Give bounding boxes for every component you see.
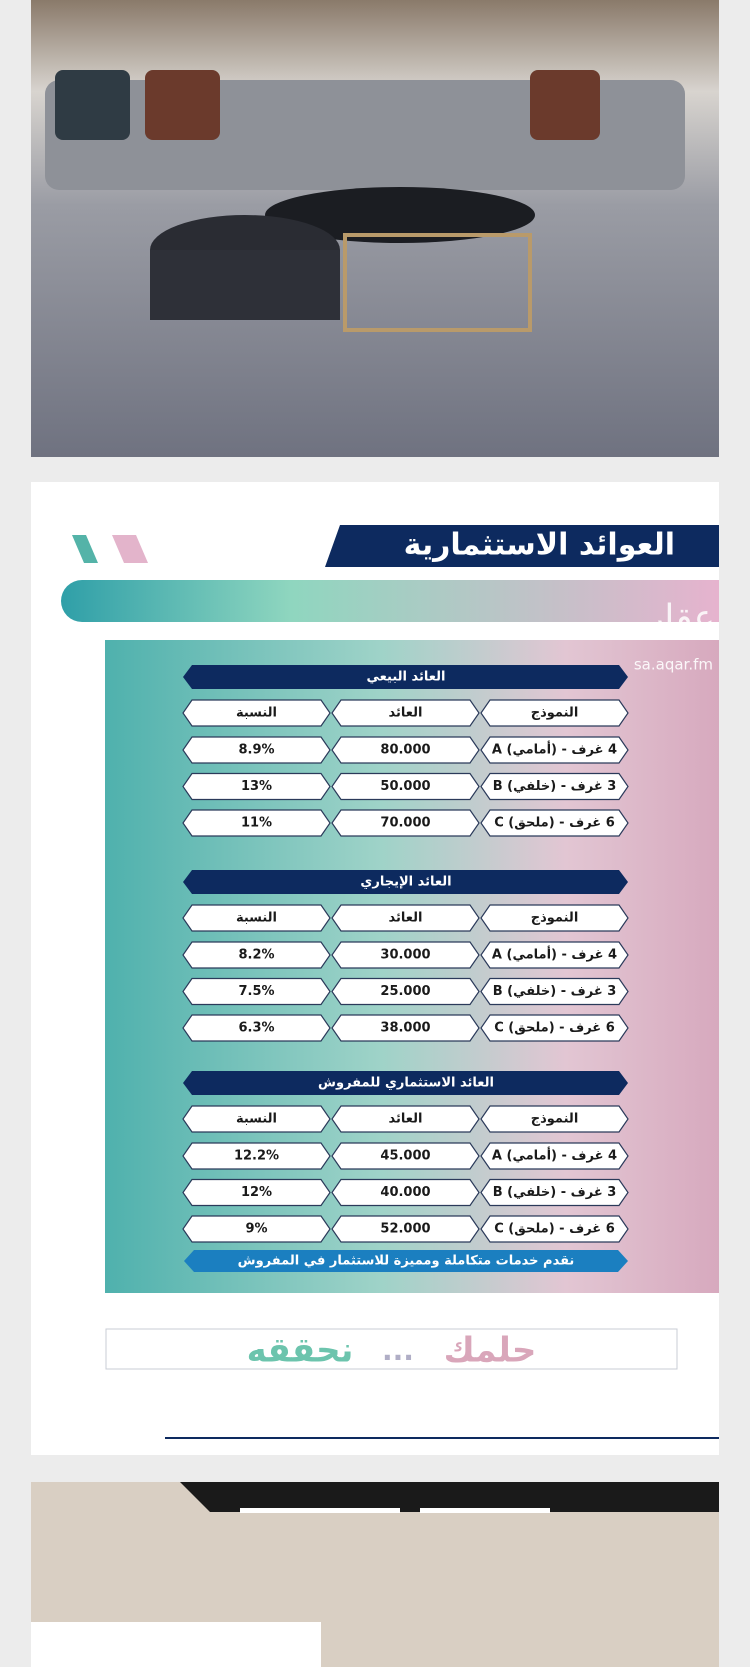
column-header: العائد <box>389 911 423 926</box>
cell <box>331 1105 480 1133</box>
cell <box>331 736 480 764</box>
table-cell: B (خلفي) - 3 غرف <box>493 984 617 999</box>
cell <box>182 941 331 969</box>
table-cell: 12% <box>241 1185 272 1200</box>
cell <box>331 977 480 1006</box>
title: العوائد الاستثمارية <box>404 528 675 563</box>
tables: العائد البيعي النموذج العائد النسبة A (أمامي… <box>182 665 629 1243</box>
table-cell: A (أمامي) - 4 غرف <box>492 1147 617 1164</box>
cell <box>331 1142 480 1170</box>
table-cell: 52.000 <box>380 1222 430 1237</box>
table-cell: 12.2% <box>234 1149 279 1164</box>
table-cell: 8.2% <box>238 948 274 963</box>
cell <box>182 1105 331 1133</box>
table-cell: 7.5% <box>238 984 274 999</box>
slogan-box <box>105 1328 678 1370</box>
column-header: النموذج <box>531 706 579 721</box>
slogan-part2: نحققه <box>247 1331 354 1371</box>
cell <box>480 809 629 837</box>
watermark-brand: عقار <box>645 598 715 639</box>
cell <box>183 870 628 894</box>
slogan-separator: ... <box>382 1334 414 1367</box>
title-bar <box>325 525 719 567</box>
cell <box>480 1178 629 1207</box>
cell <box>182 1142 331 1170</box>
table-cell: 38.000 <box>380 1021 430 1036</box>
table-cell: 45.000 <box>380 1149 430 1164</box>
cell <box>182 1215 331 1243</box>
table-cell: B (خلفي) - 3 غرف <box>493 779 617 794</box>
table-cell: A (أمامي) - 4 غرف <box>492 946 617 963</box>
table-title: العائد الاستثماري للمفروش <box>318 1076 494 1091</box>
cell <box>182 904 331 932</box>
table-title: العائد الإيجاري <box>360 875 451 890</box>
cell <box>331 809 480 837</box>
table-cell: 50.000 <box>380 779 430 794</box>
stripe <box>61 580 719 622</box>
table-cell: 25.000 <box>380 984 430 999</box>
cell <box>331 941 480 969</box>
table-cell: 9% <box>245 1222 267 1237</box>
cell <box>331 1215 480 1243</box>
table-cell: 40.000 <box>380 1185 430 1200</box>
table-cell: C (ملحق) - 6 غرف <box>494 1222 615 1237</box>
table-cell: 30.000 <box>380 948 430 963</box>
cell <box>480 1014 629 1042</box>
table-cell: A (أمامي) - 4 غرف <box>492 741 617 758</box>
cell <box>182 977 331 1006</box>
table-cell: B (خلفي) - 3 غرف <box>493 1185 617 1200</box>
cell <box>331 772 480 801</box>
cell <box>182 1178 331 1207</box>
note: نقدم خدمات متكاملة ومميزة للاستثمار في ا… <box>238 1254 575 1269</box>
column-header: النسبة <box>236 1112 277 1127</box>
slogan-part1: حلمك <box>444 1331 537 1371</box>
room-photo <box>31 0 719 457</box>
column-header: النسبة <box>236 706 277 721</box>
cell <box>331 1178 480 1207</box>
column-header: النموذج <box>531 1112 579 1127</box>
table-cell: 80.000 <box>380 743 430 758</box>
note-bar <box>184 1250 628 1272</box>
cell <box>480 904 629 932</box>
cell <box>480 1215 629 1243</box>
cell <box>182 699 331 727</box>
table-cell: 6.3% <box>238 1021 274 1036</box>
table-cell: 13% <box>241 779 272 794</box>
cell <box>480 1142 629 1170</box>
cell <box>331 1014 480 1042</box>
cell <box>480 736 629 764</box>
bottom-photo <box>31 1482 719 1667</box>
column-header: النموذج <box>531 911 579 926</box>
table-cell: 70.000 <box>380 816 430 831</box>
accent <box>112 535 148 563</box>
cell <box>331 699 480 727</box>
cell <box>480 699 629 727</box>
accent <box>72 535 98 563</box>
table-cell: 8.9% <box>238 743 274 758</box>
table-cell: C (ملحق) - 6 غرف <box>494 816 615 831</box>
cell <box>480 1105 629 1133</box>
cell <box>480 941 629 969</box>
cell <box>182 736 331 764</box>
column-header: العائد <box>389 1112 423 1127</box>
table-cell: C (ملحق) - 6 غرف <box>494 1021 615 1036</box>
column-header: العائد <box>389 706 423 721</box>
cell <box>182 1014 331 1042</box>
cell <box>480 977 629 1006</box>
cell <box>480 772 629 801</box>
cell <box>182 772 331 801</box>
table-title: العائد البيعي <box>367 670 446 685</box>
table-cell: 11% <box>241 816 272 831</box>
column-header: النسبة <box>236 911 277 926</box>
watermark-url: sa.aqar.fm <box>634 656 713 674</box>
cell <box>182 809 331 837</box>
cell <box>183 665 628 689</box>
cell <box>331 904 480 932</box>
cell <box>183 1071 628 1095</box>
